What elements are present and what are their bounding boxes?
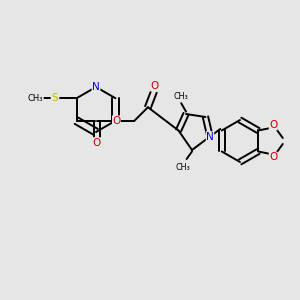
- Text: N: N: [206, 131, 214, 142]
- Text: N: N: [92, 82, 100, 92]
- Text: CH₃: CH₃: [28, 94, 44, 103]
- Text: CH₃: CH₃: [173, 92, 188, 101]
- Text: S: S: [52, 93, 58, 103]
- Text: CH₃: CH₃: [176, 164, 190, 172]
- Text: O: O: [269, 120, 277, 130]
- Text: O: O: [269, 152, 277, 162]
- Text: O: O: [93, 138, 101, 148]
- Text: O: O: [150, 81, 159, 91]
- Text: O: O: [112, 116, 121, 126]
